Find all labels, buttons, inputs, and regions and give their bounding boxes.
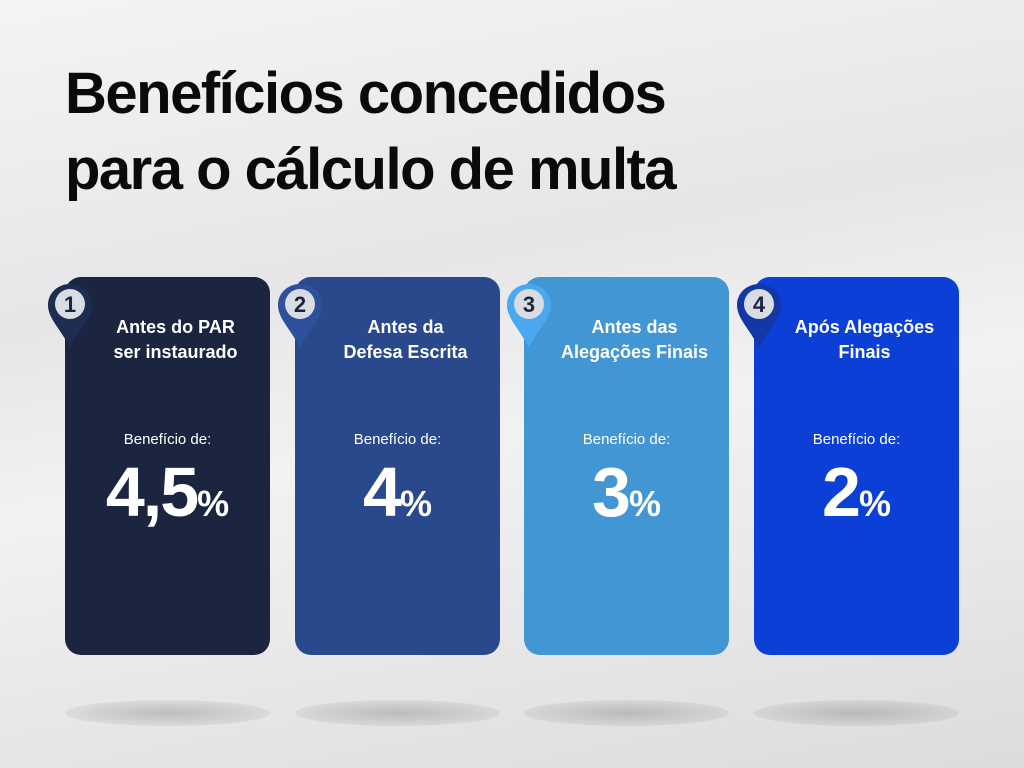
card-shadow xyxy=(524,700,729,726)
heading-line: Alegações Finais xyxy=(560,342,709,362)
value-number: 2 xyxy=(822,453,861,531)
benefit-label: Benefício de: xyxy=(123,431,212,448)
value-number: 4 xyxy=(363,453,402,531)
pin-circle xyxy=(744,289,774,319)
benefit-label: Benefício de: xyxy=(812,431,901,448)
card-heading: Após Alegações Finais xyxy=(774,315,955,365)
value-unit: % xyxy=(197,483,230,524)
pin-circle xyxy=(514,289,544,319)
benefit-label: Benefício de: xyxy=(582,431,671,448)
pin-number: 4 xyxy=(753,292,766,317)
title: Benefícios concedidos para o cálculo de … xyxy=(65,56,677,208)
number-pin: 1 xyxy=(48,284,92,348)
value-unit: % xyxy=(858,483,891,524)
card-heading: Antes do PAR ser instaurado xyxy=(85,315,266,365)
heading-line: Antes das xyxy=(591,317,678,337)
title-line: Benefícios concedidos xyxy=(65,61,667,126)
benefit-value: 4% xyxy=(295,452,500,532)
number-pin: 4 xyxy=(737,284,781,348)
card-heading: Antes da Defesa Escrita xyxy=(315,315,496,365)
pin-number: 3 xyxy=(523,292,535,317)
pin-number: 1 xyxy=(64,292,76,317)
benefit-value: 3% xyxy=(524,452,729,532)
card: Antes da Defesa Escrita Benefício de: 4% xyxy=(295,277,500,655)
card: Após Alegações Finais Benefício de: 2% xyxy=(754,277,959,655)
value-number: 4,5 xyxy=(105,453,199,531)
card-shadow xyxy=(295,700,500,726)
title-line: para o cálculo de multa xyxy=(65,137,677,202)
pin-circle xyxy=(285,289,315,319)
heading-line: Antes do PAR xyxy=(116,317,235,337)
card-shadow xyxy=(754,700,959,726)
card: Antes das Alegações Finais Benefício de: 3% xyxy=(524,277,729,655)
heading-line: Após Alegações xyxy=(794,317,935,337)
benefit-value: 4,5% xyxy=(65,452,270,532)
card-shadow xyxy=(65,700,270,726)
number-pin: 3 xyxy=(507,284,551,348)
value-number: 3 xyxy=(592,453,631,531)
value-unit: % xyxy=(628,483,661,524)
benefit-value: 2% xyxy=(754,452,959,532)
card-heading: Antes das Alegações Finais xyxy=(544,315,725,365)
heading-line: Finais xyxy=(838,342,891,362)
pin-circle xyxy=(55,289,85,319)
heading-line: Defesa Escrita xyxy=(343,342,468,362)
heading-line: ser instaurado xyxy=(113,342,238,362)
pin-number: 2 xyxy=(294,292,306,317)
value-unit: % xyxy=(399,483,432,524)
heading-line: Antes da xyxy=(367,317,444,337)
number-pin: 2 xyxy=(278,284,322,348)
card: Antes do PAR ser instaurado Benefício de: 4… xyxy=(65,277,270,655)
benefit-label: Benefício de: xyxy=(353,431,442,448)
